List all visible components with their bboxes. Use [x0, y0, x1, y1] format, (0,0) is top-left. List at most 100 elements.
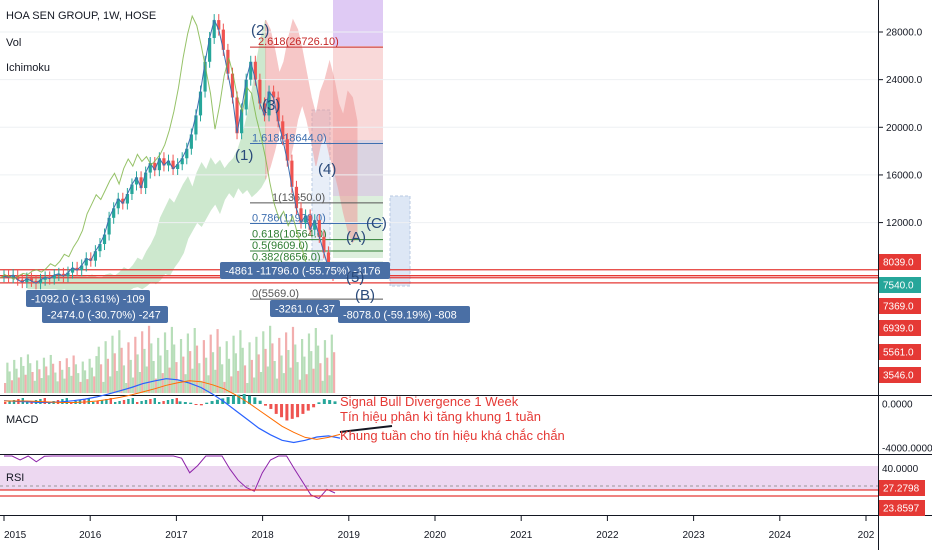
macd-histogram-bar [333, 401, 337, 404]
fib-level-label: 1(13650.0) [272, 192, 325, 204]
candle [112, 202, 116, 224]
fib-level-label: 0.5(9609.0) [252, 240, 308, 252]
measure-label[interactable]: -1092.0 (-13.61%) -109 [26, 290, 150, 307]
price-badge: 8039.0 [879, 254, 921, 270]
macd-histogram-bar [26, 402, 29, 404]
macd-histogram-bar [247, 395, 251, 404]
volume-bar [275, 378, 279, 393]
volume-bar [157, 337, 160, 393]
volume-bar [79, 381, 82, 393]
volume-bar [111, 335, 114, 393]
macd-histogram-bar [274, 404, 278, 414]
candle [61, 267, 66, 283]
measure-label[interactable]: -3261.0 (-37 [270, 300, 340, 317]
macd-histogram-bar [264, 404, 268, 406]
volume-bar [70, 375, 73, 393]
macd-histogram-bar [105, 399, 108, 404]
volume-bar [333, 352, 336, 393]
time-tick-label: 2022 [596, 530, 619, 541]
macd-histogram-bar [166, 400, 170, 404]
price-badge: 7369.0 [879, 298, 921, 314]
macd-histogram-bar [296, 404, 300, 418]
candle [125, 187, 129, 210]
candle [16, 268, 20, 286]
volume-bar [26, 354, 30, 393]
volume-bar [35, 360, 39, 393]
candle [89, 252, 93, 267]
fib-level-label: 0.382(8656.0) [252, 251, 321, 263]
measure-label[interactable]: -2474.0 (-30.70%) -247 [42, 306, 168, 323]
measure-label[interactable]: -4861 -11796.0 (-55.75%) -1176 [220, 262, 390, 279]
macd-histogram-bar [114, 402, 117, 404]
candle [308, 209, 312, 236]
main-pane[interactable] [0, 0, 878, 395]
candle [271, 85, 276, 104]
candle [249, 55, 253, 86]
volume-bar [152, 361, 155, 393]
rsi-line [4, 455, 336, 500]
time-tick-label: 2015 [4, 530, 27, 541]
macd-divergence-line [339, 425, 393, 433]
macd-histogram-bar [122, 400, 126, 404]
macd-histogram-bar [215, 399, 219, 404]
macd-histogram-bar [171, 399, 174, 404]
ichimoku-lagging-line [0, 14, 312, 280]
volume-bar [88, 358, 91, 393]
volume-bar [127, 342, 130, 393]
volume-bar [63, 378, 66, 393]
volume-bar [102, 381, 105, 393]
price-tick-label: 20000.0 [886, 123, 923, 134]
candle [185, 142, 189, 165]
candle [66, 266, 70, 283]
volume-bar [186, 333, 189, 393]
volume-bar [198, 363, 201, 393]
volume-bar [294, 344, 297, 393]
volume-bar [33, 380, 36, 393]
volume-bar [67, 367, 71, 393]
macd-histogram-bar [322, 399, 326, 404]
candle [157, 152, 161, 177]
macd-histogram-bar [92, 402, 95, 404]
price-badge: 6939.0 [879, 320, 921, 336]
macd-histogram-bar [210, 401, 214, 404]
candle [262, 97, 267, 122]
volume-bar [131, 377, 135, 393]
volume-bar [141, 331, 144, 393]
macd-histogram-bar [301, 404, 305, 414]
volume-bar [56, 381, 59, 393]
volume-bar [65, 358, 68, 393]
volume-bar [205, 357, 208, 393]
wave-label: (C) [366, 215, 387, 232]
volume-bar [257, 354, 260, 393]
candle [98, 238, 102, 258]
candle [25, 272, 29, 289]
fib-level-label: 1.618(18644.0) [252, 132, 327, 144]
volume-bar [147, 325, 151, 393]
volume-bar [93, 376, 96, 393]
volume-bar [305, 374, 308, 393]
candle [121, 192, 125, 210]
measure-label[interactable]: -8078.0 (-59.19%) -808 [338, 306, 470, 323]
candle [93, 245, 97, 267]
volume-bar [250, 359, 253, 393]
volume-bar [175, 362, 178, 393]
chart-title: HOA SEN GROUP, 1W, HOSE [6, 10, 157, 22]
volume-bar [161, 373, 164, 393]
svg-text:-8078.0 (-59.19%) -808: -8078.0 (-59.19%) -808 [343, 310, 457, 322]
price-badge: 3546.0 [879, 367, 921, 383]
candle [38, 273, 43, 290]
macd-pane[interactable] [0, 396, 878, 454]
price-line [3, 18, 334, 284]
fib-level-label: 0(5569.0) [252, 288, 299, 300]
macd-histogram-bar [178, 401, 182, 404]
volume-bar [214, 369, 217, 393]
candle [162, 152, 166, 172]
svg-text:23.8597: 23.8597 [883, 504, 920, 515]
volume-bar [179, 339, 183, 393]
candle [130, 178, 134, 200]
wave-label: (A) [346, 229, 366, 246]
macd-histogram-bar [328, 400, 332, 404]
volume-bar [61, 369, 64, 393]
volume-bar [31, 372, 34, 393]
